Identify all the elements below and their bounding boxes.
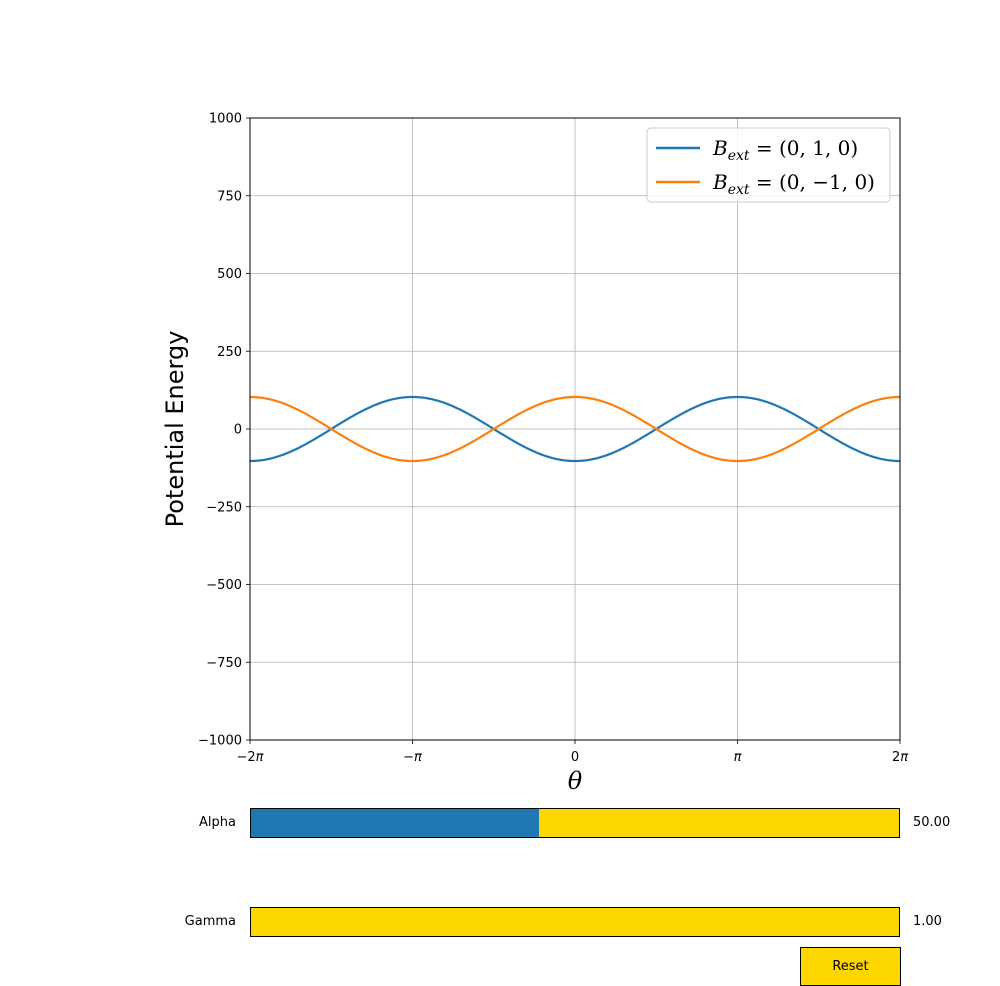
x-tick-label-number: 0: [571, 750, 579, 765]
x-tick-label: π: [734, 750, 742, 765]
legend-box: [646, 127, 891, 203]
series-line-2: [249, 395, 901, 463]
y-axis-label: Potential Energy: [161, 331, 189, 528]
y-tick-label: 250: [217, 345, 242, 360]
x-tick-label-number: 2: [892, 750, 900, 765]
x-tick-label-pi: π: [734, 750, 742, 765]
y-tick-label: 0: [234, 423, 242, 438]
y-tick-label: 750: [217, 189, 242, 204]
y-tick-label: 500: [217, 267, 242, 282]
y-tick-label: −750: [206, 656, 242, 671]
gamma-slider[interactable]: [250, 907, 900, 937]
y-tick-label: 1000: [209, 112, 242, 127]
alpha-slider[interactable]: [250, 808, 900, 838]
x-tick-label-pi: π: [900, 750, 908, 765]
reset-button[interactable]: Reset: [800, 947, 901, 986]
x-tick-label-number: −2: [237, 750, 256, 765]
x-tick-label: 0: [571, 750, 579, 765]
x-tick-label: 2π: [892, 750, 908, 765]
x-tick-label-pi: π: [414, 750, 422, 765]
x-axis-ticks: −2π −π 0 π 2π: [237, 740, 908, 765]
series-line-1: [249, 395, 901, 463]
alpha-label: Alpha: [199, 815, 236, 830]
y-axis-ticks: 1000 750 500 250 0 −250 −500 −750 −1000: [198, 112, 250, 749]
series-lines: [249, 395, 901, 463]
x-axis-label: θ: [568, 767, 583, 795]
legend: Bext = (0, 1, 0) Bext = (0, −1, 0): [646, 127, 891, 203]
gamma-label: Gamma: [184, 914, 236, 929]
y-tick-label: −500: [206, 578, 242, 593]
legend-label-series-2: Bext = (0, −1, 0): [712, 170, 875, 198]
y-tick-label: −1000: [198, 734, 242, 749]
grid-lines: [249, 117, 901, 741]
y-tick-label: −250: [206, 500, 242, 515]
alpha-slider-fill: [251, 809, 539, 837]
gamma-value: 1.00: [913, 914, 942, 929]
alpha-value: 50.00: [913, 815, 951, 830]
legend-label-series-1: Bext = (0, 1, 0): [712, 136, 858, 164]
x-tick-label: −π: [403, 750, 422, 765]
x-tick-label-pi: π: [256, 750, 264, 765]
x-tick-label-number: −: [403, 750, 414, 765]
x-tick-label: −2π: [237, 750, 264, 765]
